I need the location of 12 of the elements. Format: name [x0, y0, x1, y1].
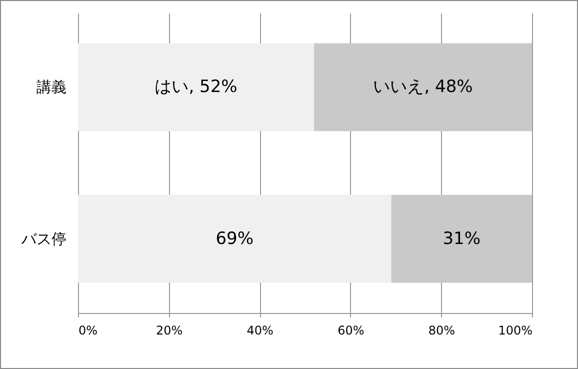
data-label: はい, 52%	[154, 77, 238, 98]
x-tick-label: 20%	[156, 324, 183, 338]
data-label: 69%	[216, 228, 254, 249]
x-tick-label: 80%	[428, 324, 456, 338]
data-label: いいえ, 48%	[373, 77, 473, 98]
x-tick-label: 60%	[338, 324, 364, 338]
x-tick-label: 0%	[78, 324, 98, 338]
x-tick-label: 100%	[498, 324, 532, 338]
y-tick-label: バス停	[20, 230, 66, 248]
data-label: 31%	[442, 228, 481, 249]
x-tick-label: 40%	[246, 324, 274, 338]
y-tick-label: 講義	[36, 78, 66, 96]
